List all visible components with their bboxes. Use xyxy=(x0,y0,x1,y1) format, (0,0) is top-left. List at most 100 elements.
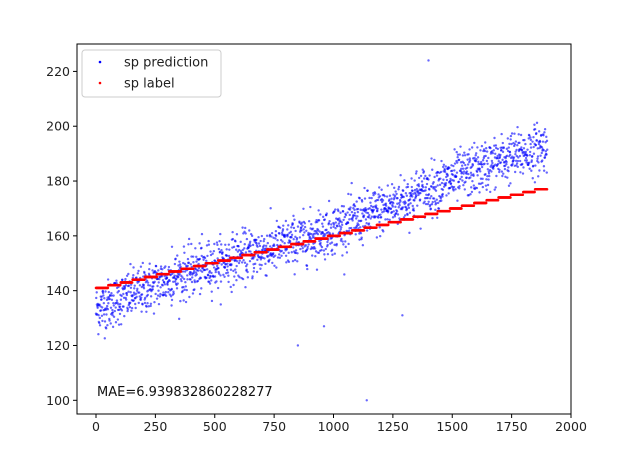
prediction-point xyxy=(391,216,395,219)
prediction-point xyxy=(543,156,547,159)
prediction-point xyxy=(452,189,455,192)
prediction-point xyxy=(111,308,114,312)
prediction-point xyxy=(450,164,453,167)
prediction-point xyxy=(183,262,187,266)
prediction-point xyxy=(496,147,500,151)
prediction-point xyxy=(432,180,435,184)
prediction-point xyxy=(485,188,488,191)
prediction-point xyxy=(293,218,296,221)
prediction-point xyxy=(235,264,238,268)
prediction-point xyxy=(393,194,397,198)
prediction-point xyxy=(279,238,283,242)
label-point xyxy=(118,283,122,287)
prediction-point xyxy=(105,304,109,308)
prediction-point xyxy=(333,252,337,255)
prediction-point xyxy=(455,175,458,178)
prediction-point xyxy=(529,146,533,149)
prediction-point xyxy=(489,190,492,194)
prediction-point xyxy=(259,239,262,243)
prediction-point xyxy=(183,288,186,291)
prediction-point xyxy=(129,291,132,294)
prediction-point xyxy=(296,260,299,263)
prediction-point xyxy=(149,304,152,308)
prediction-point xyxy=(470,190,474,194)
prediction-point xyxy=(229,285,232,289)
prediction-point xyxy=(197,266,201,270)
prediction-point xyxy=(387,209,390,213)
prediction-point xyxy=(483,162,486,165)
prediction-point xyxy=(287,224,290,227)
prediction-point xyxy=(254,262,257,266)
prediction-point xyxy=(317,219,321,222)
prediction-point xyxy=(342,243,345,246)
prediction-point xyxy=(534,164,537,167)
prediction-point xyxy=(368,214,371,217)
prediction-point xyxy=(430,195,433,198)
prediction-point xyxy=(260,263,263,267)
prediction-point xyxy=(127,284,131,287)
prediction-point xyxy=(407,206,411,210)
prediction-point xyxy=(528,150,532,154)
prediction-point xyxy=(395,210,399,213)
prediction-point xyxy=(185,288,188,292)
prediction-point xyxy=(511,162,514,166)
prediction-point xyxy=(518,159,522,163)
prediction-point xyxy=(97,314,100,317)
prediction-point xyxy=(497,159,500,163)
prediction-point xyxy=(461,179,464,182)
prediction-point xyxy=(508,150,512,154)
prediction-point xyxy=(513,170,517,174)
prediction-point xyxy=(234,271,238,274)
prediction-point xyxy=(258,263,261,266)
prediction-point xyxy=(292,237,295,241)
prediction-point xyxy=(522,147,526,150)
label-point xyxy=(167,272,171,276)
prediction-point xyxy=(217,247,221,251)
prediction-point xyxy=(461,154,465,157)
prediction-point xyxy=(205,259,208,262)
prediction-point xyxy=(192,271,196,275)
prediction-point xyxy=(217,272,221,275)
prediction-point xyxy=(532,135,535,139)
prediction-point xyxy=(186,264,189,268)
prediction-point xyxy=(135,295,138,299)
prediction-point xyxy=(268,245,272,248)
prediction-point xyxy=(516,165,519,169)
prediction-point xyxy=(124,277,127,281)
prediction-point xyxy=(108,297,111,301)
prediction-point xyxy=(281,240,284,243)
prediction-point xyxy=(524,150,528,154)
prediction-point xyxy=(102,313,106,316)
prediction-point xyxy=(502,146,505,149)
prediction-point xyxy=(216,257,219,260)
prediction-point xyxy=(543,127,547,131)
prediction-point xyxy=(490,170,493,173)
prediction-point xyxy=(149,295,153,298)
prediction-point xyxy=(520,146,523,149)
prediction-point xyxy=(508,153,512,157)
prediction-point xyxy=(349,193,353,196)
prediction-point xyxy=(249,244,252,247)
prediction-point xyxy=(169,295,173,298)
prediction-point xyxy=(444,165,447,168)
prediction-point xyxy=(376,198,380,202)
prediction-point xyxy=(117,303,120,306)
prediction-point xyxy=(181,270,185,273)
prediction-point xyxy=(273,254,277,257)
prediction-point xyxy=(135,289,139,292)
prediction-point xyxy=(301,247,304,250)
prediction-point xyxy=(235,233,239,236)
prediction-point xyxy=(529,136,532,139)
prediction-point xyxy=(472,174,475,177)
prediction-point xyxy=(194,247,197,250)
prediction-point xyxy=(396,196,399,200)
prediction-point xyxy=(178,272,181,276)
prediction-point xyxy=(382,210,386,213)
prediction-point xyxy=(204,268,207,272)
prediction-point xyxy=(98,321,101,325)
prediction-point xyxy=(230,263,233,266)
prediction-point xyxy=(487,156,490,160)
prediction-point xyxy=(180,279,183,283)
prediction-point xyxy=(441,188,445,191)
prediction-point xyxy=(182,285,185,289)
